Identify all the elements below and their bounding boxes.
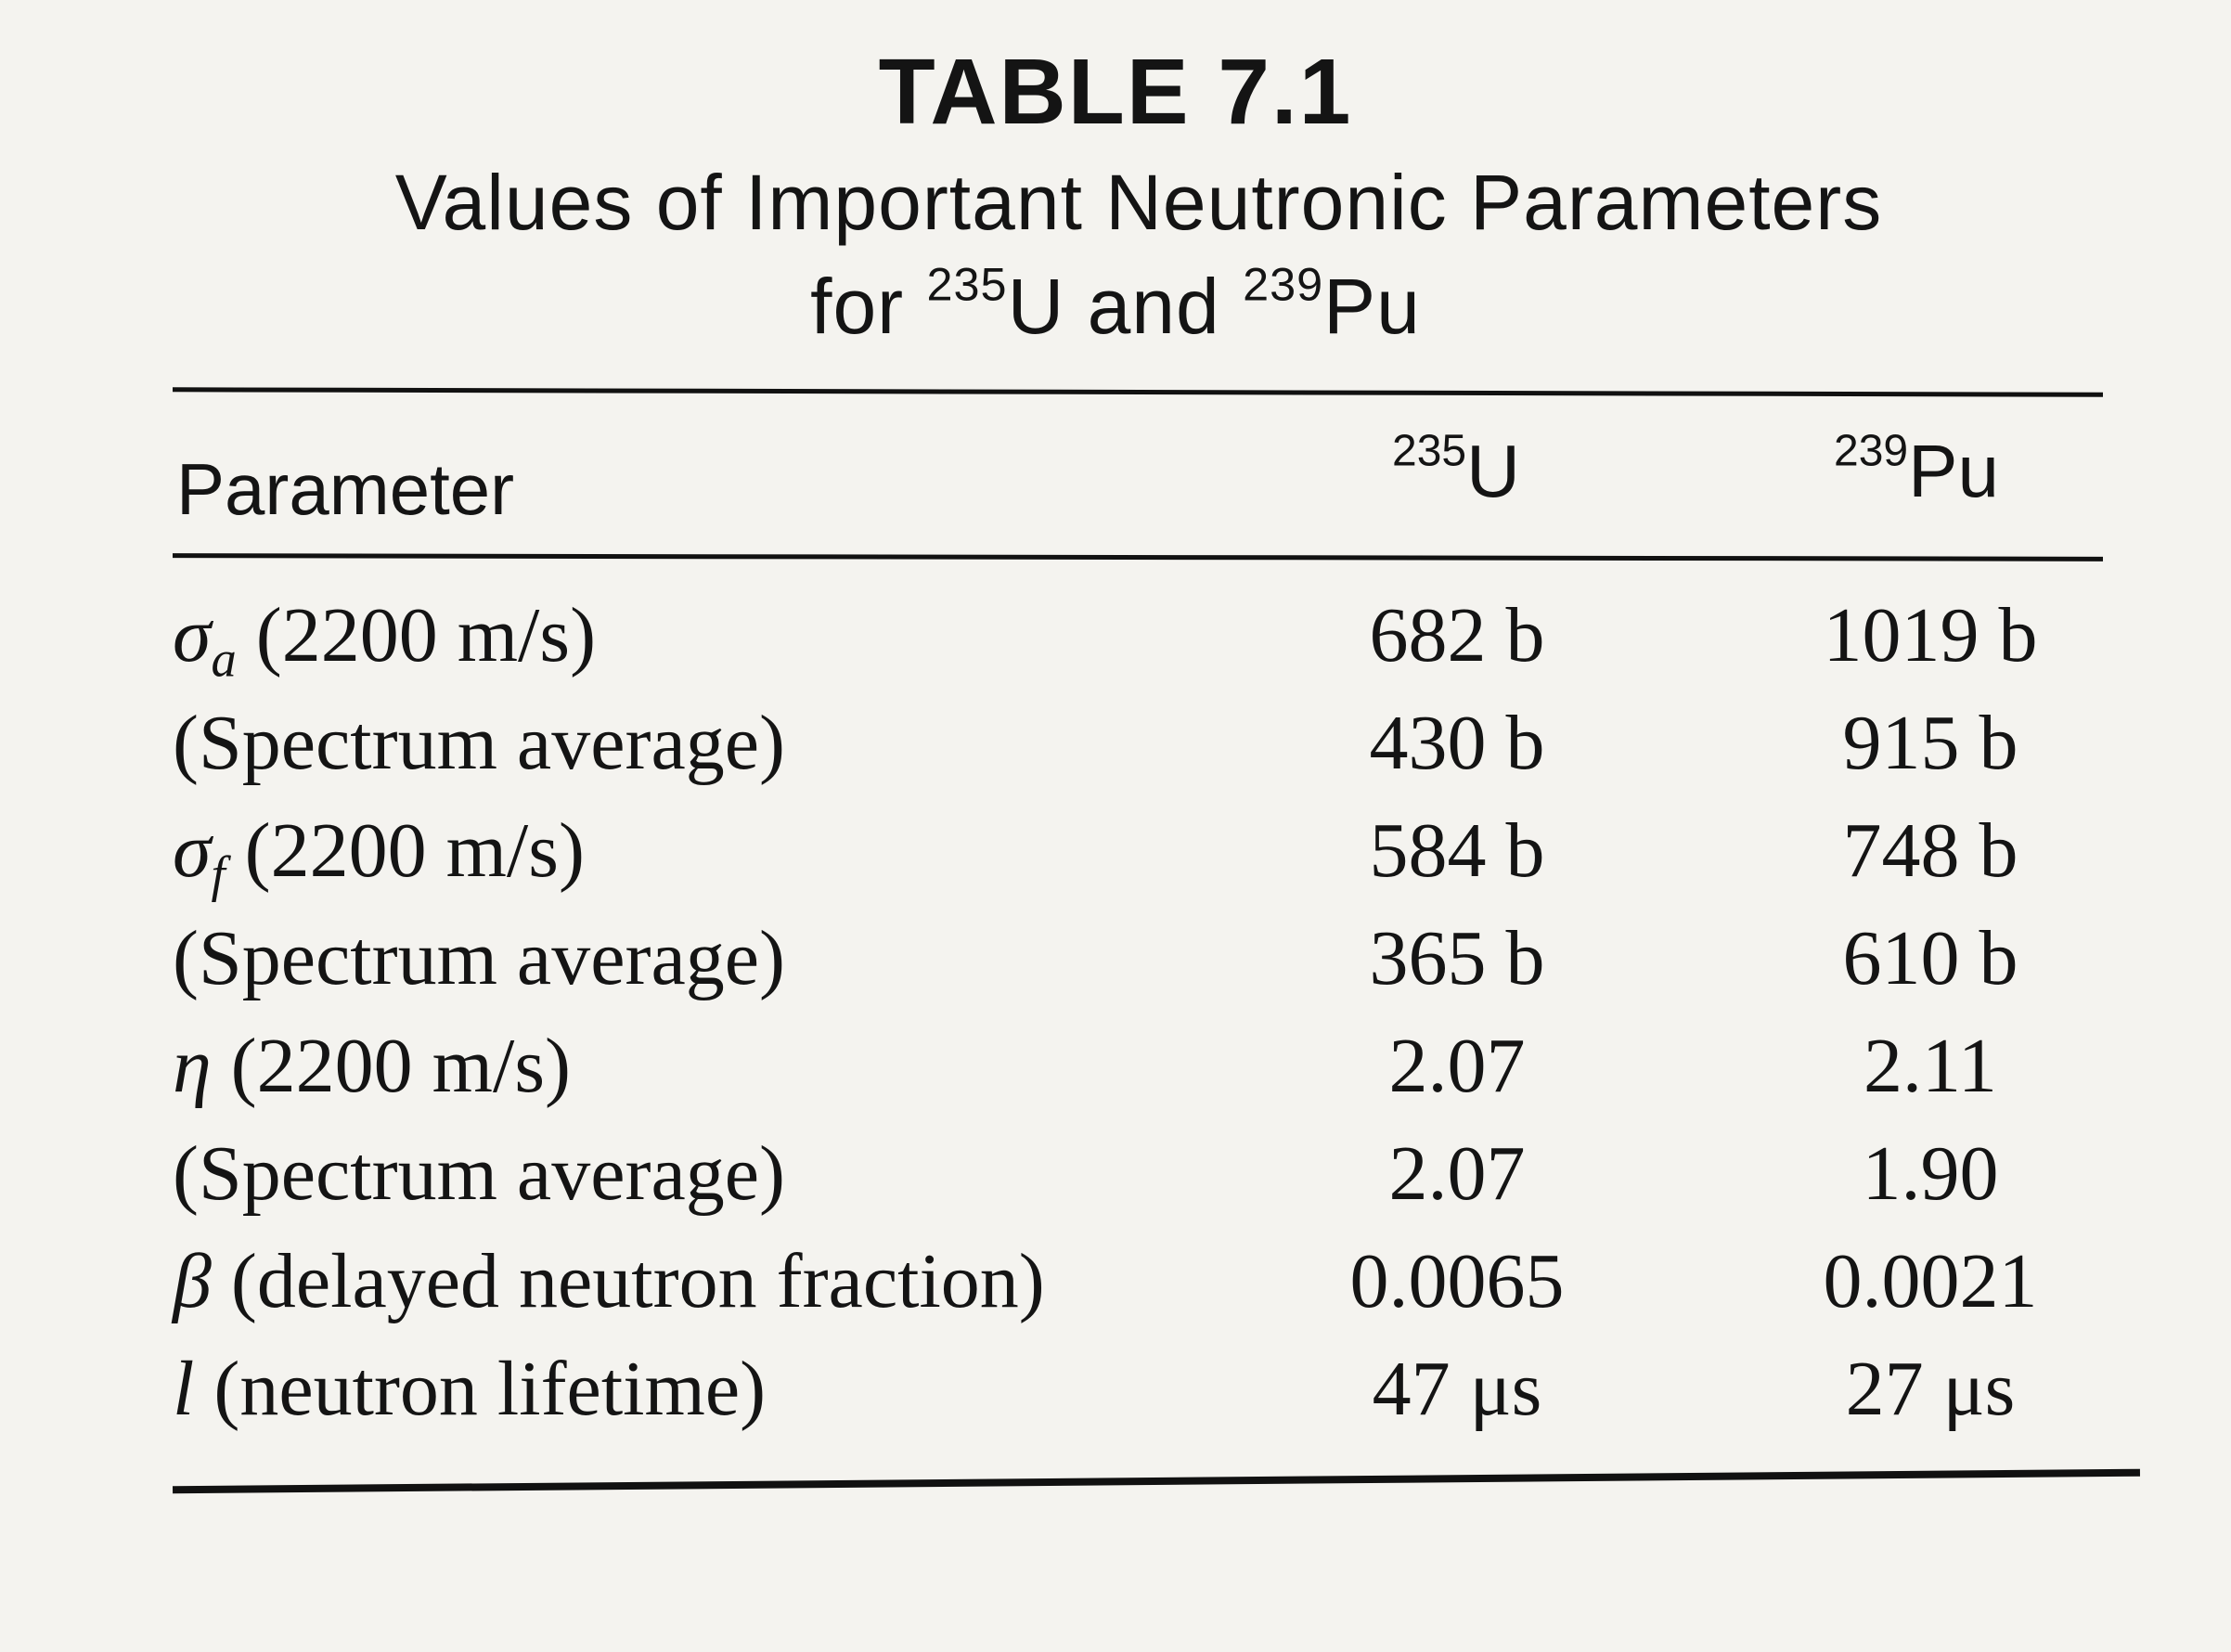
table-row: (Spectrum average) 430 b 915 b [0,698,2231,802]
parameter-cell: (Spectrum average) [173,1129,785,1226]
table-row: (Spectrum average) 2.07 1.90 [0,1129,2231,1233]
caption-isotope-2-mass: 239 [1243,257,1324,311]
caption-isotope-2-symbol: Pu [1323,263,1421,350]
pu239-value: 1019 b [1823,592,2038,678]
parameter-label: (Spectrum average) [173,1130,785,1217]
caption-isotope-1-symbol: U [1007,263,1065,350]
pu239-value: 2.11 [1863,1023,1997,1109]
parameter-label: (2200 m/s) [236,592,597,678]
parameter-label: (Spectrum average) [173,915,785,1001]
parameter-label: (2200 m/s) [211,1023,571,1109]
pu239-mass: 239 [1834,426,1909,476]
parameter-label: (neutron lifetime) [194,1346,767,1432]
u235-value: 430 b [1369,700,1545,786]
caption-prefix: for [810,263,927,350]
table-row: η (2200 m/s) 2.07 2.11 [0,1021,2231,1125]
pu239-value: 0.0021 [1823,1238,2038,1324]
table-number: TABLE 7.1 [878,40,1353,144]
parameter-label: (Spectrum average) [173,700,785,786]
pu239-value: 610 b [1842,915,2018,1001]
parameter-symbol: η [173,1023,212,1109]
parameter-cell: l (neutron lifetime) [173,1344,766,1441]
pu239-value: 915 b [1842,700,2018,786]
table-bottom-rule [173,1468,2140,1494]
table-caption-line-1: Values of Important Neutronic Parameters [394,159,1883,246]
table-row: σf (2200 m/s) 584 b 748 b [0,806,2231,910]
table-row: l (neutron lifetime) 47 μs 27 μs [0,1344,2231,1448]
u235-value: 2.07 [1388,1023,1526,1109]
parameter-cell: η (2200 m/s) [173,1021,571,1118]
parameter-cell: (Spectrum average) [173,913,785,1011]
table-row: (Spectrum average) 365 b 610 b [0,913,2231,1017]
parameter-label: (delayed neutron fraction) [211,1238,1045,1324]
table-header-rule [172,553,2104,561]
pu239-symbol: Pu [1908,430,1999,512]
parameter-cell: σf (2200 m/s) [173,806,585,903]
parameter-cell: (Spectrum average) [173,698,785,795]
parameter-symbol: β [173,1238,212,1324]
pu239-value: 1.90 [1862,1130,1999,1217]
caption-and: and [1064,263,1244,350]
u235-value: 47 μs [1372,1346,1542,1432]
parameter-cell: σa (2200 m/s) [173,590,596,688]
u235-value: 682 b [1369,592,1545,678]
u235-value: 365 b [1369,915,1545,1001]
table-row: β (delayed neutron fraction) 0.0065 0.00… [0,1236,2231,1340]
u235-value: 0.0065 [1349,1238,1565,1324]
table-row: σa (2200 m/s) 682 b 1019 b [0,590,2231,694]
caption-isotope-1-mass: 235 [926,257,1008,311]
u235-symbol: U [1466,430,1520,512]
table-top-rule [172,387,2104,397]
pu239-value: 748 b [1842,807,2018,894]
column-header-u235: 235U [1392,429,1520,514]
parameter-symbol: σ [173,592,212,678]
table-caption-line-2: for 235U and 239Pu [0,261,2231,352]
parameter-label: (2200 m/s) [225,807,585,894]
column-header-parameter: Parameter [176,448,515,530]
parameter-subscript: f [211,845,226,903]
parameter-symbol: l [173,1346,195,1432]
parameter-subscript: a [211,630,237,688]
parameter-cell: β (delayed neutron fraction) [173,1236,1045,1334]
parameter-symbol: σ [173,807,212,894]
pu239-value: 27 μs [1845,1346,2016,1432]
column-header-pu239: 239Pu [1834,429,1999,514]
u235-value: 2.07 [1388,1130,1526,1217]
u235-value: 584 b [1369,807,1545,894]
u235-mass: 235 [1392,426,1467,476]
